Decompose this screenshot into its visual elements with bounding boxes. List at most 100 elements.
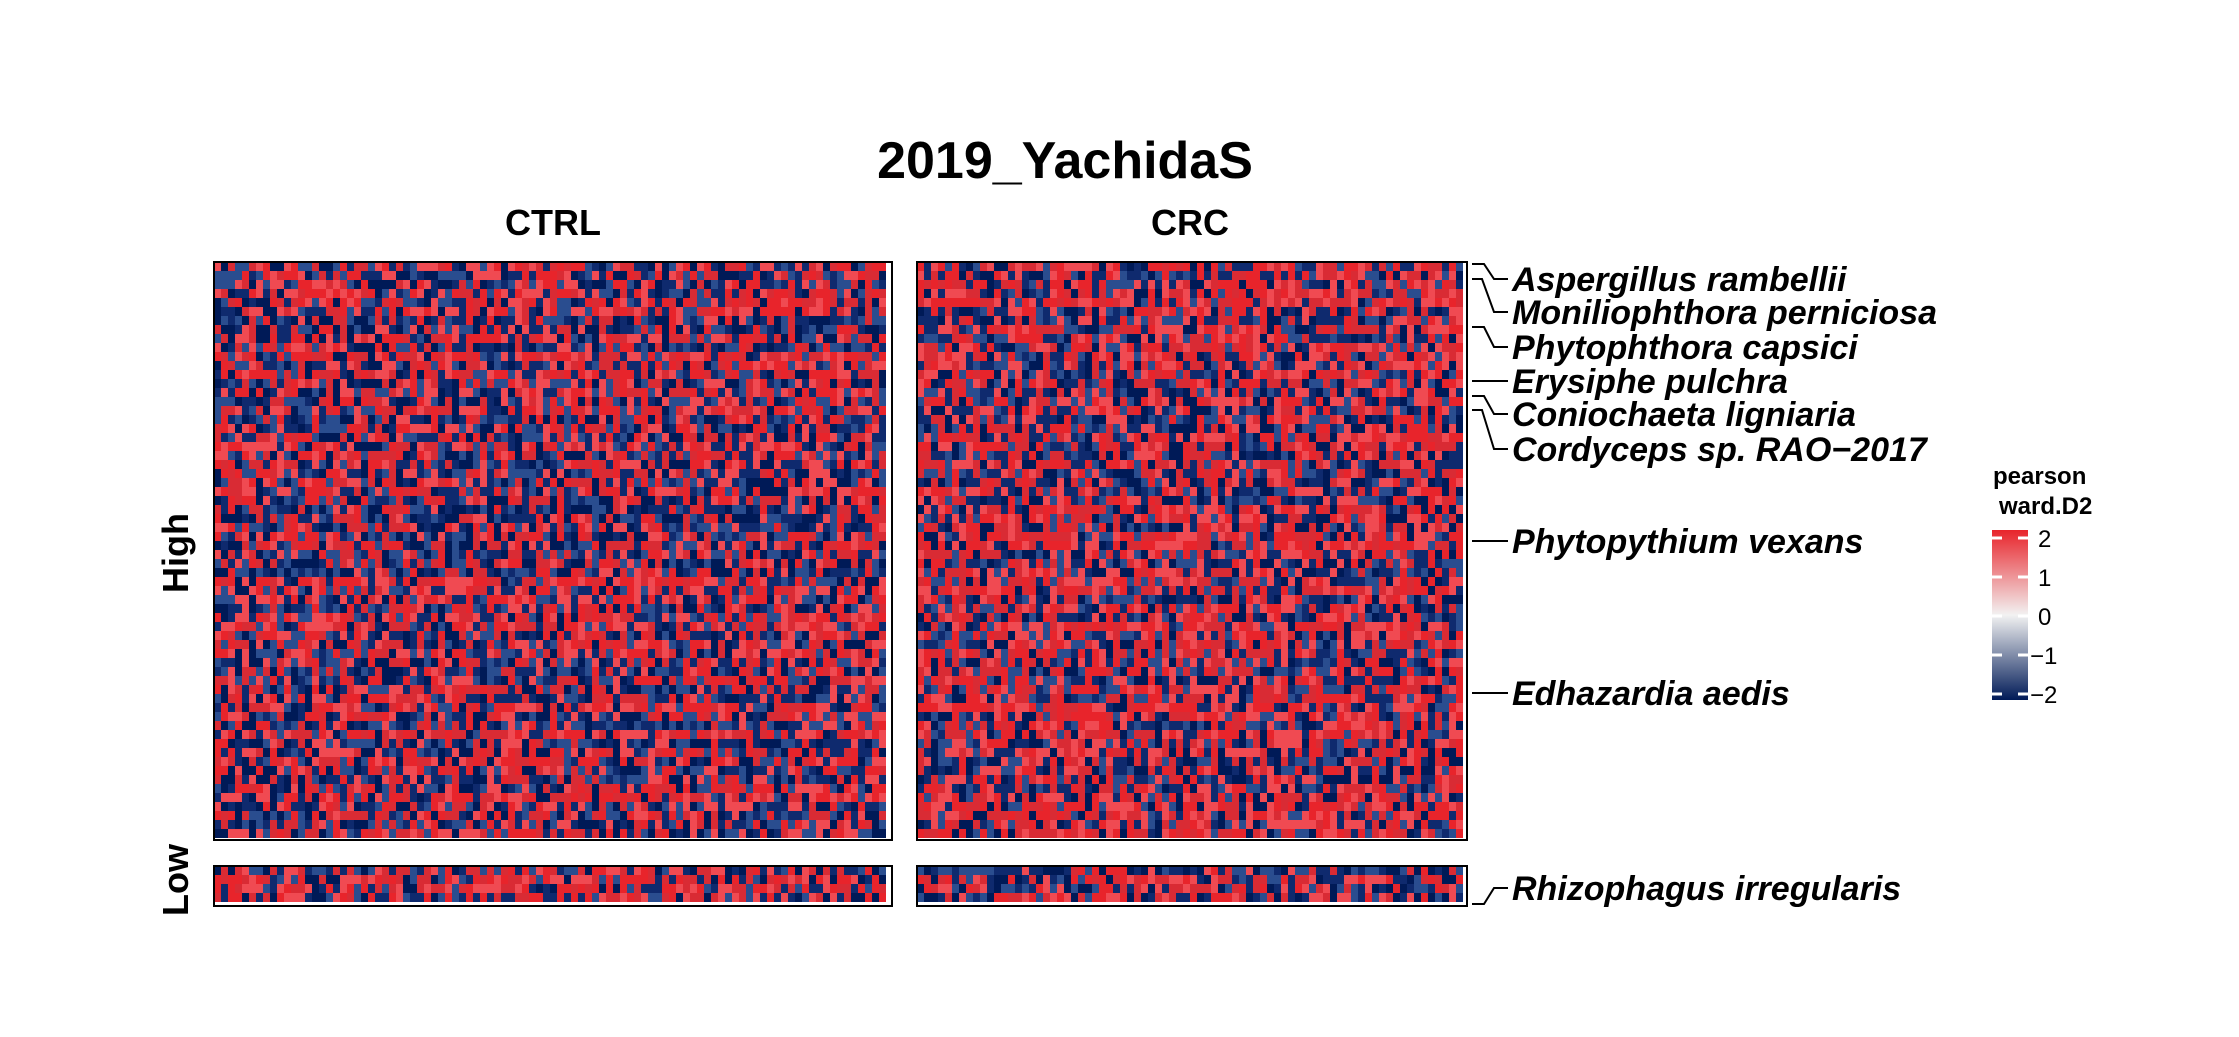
heatmap-cell	[312, 523, 319, 532]
heatmap-cell	[445, 496, 452, 505]
heatmap-cell	[536, 703, 543, 712]
heatmap-cell	[669, 640, 676, 649]
heatmap-cell	[655, 478, 662, 487]
heatmap-cell	[459, 523, 466, 532]
heatmap-cell	[858, 505, 865, 514]
heatmap-cell	[662, 658, 669, 667]
heatmap-cell	[396, 505, 403, 514]
heatmap-cell	[641, 658, 648, 667]
heatmap-cell	[872, 658, 879, 667]
heatmap-cell	[879, 262, 886, 271]
heatmap-cell	[368, 433, 375, 442]
heatmap-cell	[536, 622, 543, 631]
heatmap-cell	[676, 559, 683, 568]
heatmap-cell	[613, 280, 620, 289]
heatmap-cell	[613, 586, 620, 595]
heatmap-cell	[662, 622, 669, 631]
heatmap-cell	[851, 559, 858, 568]
heatmap-cell	[746, 703, 753, 712]
heatmap-cell	[277, 379, 284, 388]
heatmap-cell	[389, 496, 396, 505]
heatmap-cell	[256, 649, 263, 658]
heatmap-cell	[361, 604, 368, 613]
heatmap-cell	[669, 631, 676, 640]
heatmap-cell	[858, 568, 865, 577]
heatmap-cell	[627, 325, 634, 334]
heatmap-cell	[676, 325, 683, 334]
heatmap-cell	[788, 262, 795, 271]
heatmap-cell	[592, 406, 599, 415]
heatmap-cell	[501, 523, 508, 532]
heatmap-cell	[291, 622, 298, 631]
heatmap-cell	[711, 712, 718, 721]
heatmap-cell	[851, 271, 858, 280]
heatmap-cell	[424, 406, 431, 415]
heatmap-cell	[795, 316, 802, 325]
heatmap-cell	[620, 577, 627, 586]
heatmap-cell	[760, 262, 767, 271]
heatmap-cell	[823, 487, 830, 496]
heatmap-cell	[606, 289, 613, 298]
heatmap-cell	[375, 442, 382, 451]
heatmap-cell	[732, 568, 739, 577]
heatmap-cell	[676, 289, 683, 298]
heatmap-cell	[452, 316, 459, 325]
heatmap-cell	[242, 505, 249, 514]
heatmap-cell	[669, 613, 676, 622]
heatmap-cell	[228, 397, 235, 406]
heatmap-cell	[711, 397, 718, 406]
heatmap-cell	[704, 478, 711, 487]
heatmap-cell	[375, 307, 382, 316]
heatmap-cell	[417, 694, 424, 703]
heatmap-cell	[249, 496, 256, 505]
heatmap-cell	[564, 631, 571, 640]
heatmap-cell	[494, 262, 501, 271]
heatmap-cell	[697, 406, 704, 415]
heatmap-cell	[326, 712, 333, 721]
heatmap-cell	[816, 523, 823, 532]
heatmap-cell	[774, 478, 781, 487]
heatmap-cell	[676, 460, 683, 469]
heatmap-cell	[417, 334, 424, 343]
heatmap-cell	[802, 577, 809, 586]
heatmap-cell	[333, 298, 340, 307]
heatmap-cell	[277, 352, 284, 361]
heatmap-cell	[781, 469, 788, 478]
heatmap-cell	[501, 550, 508, 559]
heatmap-cell	[788, 271, 795, 280]
heatmap-cell	[508, 604, 515, 613]
heatmap-cell	[606, 406, 613, 415]
heatmap-cell	[844, 406, 851, 415]
heatmap-cell	[228, 676, 235, 685]
heatmap-cell	[375, 703, 382, 712]
heatmap-cell	[256, 343, 263, 352]
heatmap-cell	[277, 559, 284, 568]
heatmap-cell	[823, 307, 830, 316]
heatmap-cell	[543, 289, 550, 298]
heatmap-cell	[795, 550, 802, 559]
heatmap-cell	[312, 487, 319, 496]
heatmap-cell	[599, 721, 606, 730]
heatmap-cell	[277, 442, 284, 451]
heatmap-cell	[606, 271, 613, 280]
heatmap-cell	[732, 388, 739, 397]
heatmap-cell	[340, 721, 347, 730]
heatmap-cell	[291, 685, 298, 694]
heatmap-cell	[697, 577, 704, 586]
heatmap-cell	[529, 712, 536, 721]
heatmap-cell	[578, 334, 585, 343]
heatmap-cell	[459, 514, 466, 523]
heatmap-cell	[382, 541, 389, 550]
heatmap-cell	[802, 451, 809, 460]
heatmap-cell	[228, 460, 235, 469]
heatmap-cell	[508, 586, 515, 595]
heatmap-cell	[641, 424, 648, 433]
heatmap-cell	[634, 577, 641, 586]
heatmap-cell	[347, 514, 354, 523]
heatmap-cell	[326, 694, 333, 703]
heatmap-cell	[396, 640, 403, 649]
heatmap-cell	[711, 406, 718, 415]
heatmap-cell	[214, 577, 221, 586]
heatmap-cell	[263, 451, 270, 460]
heatmap-cell	[627, 703, 634, 712]
